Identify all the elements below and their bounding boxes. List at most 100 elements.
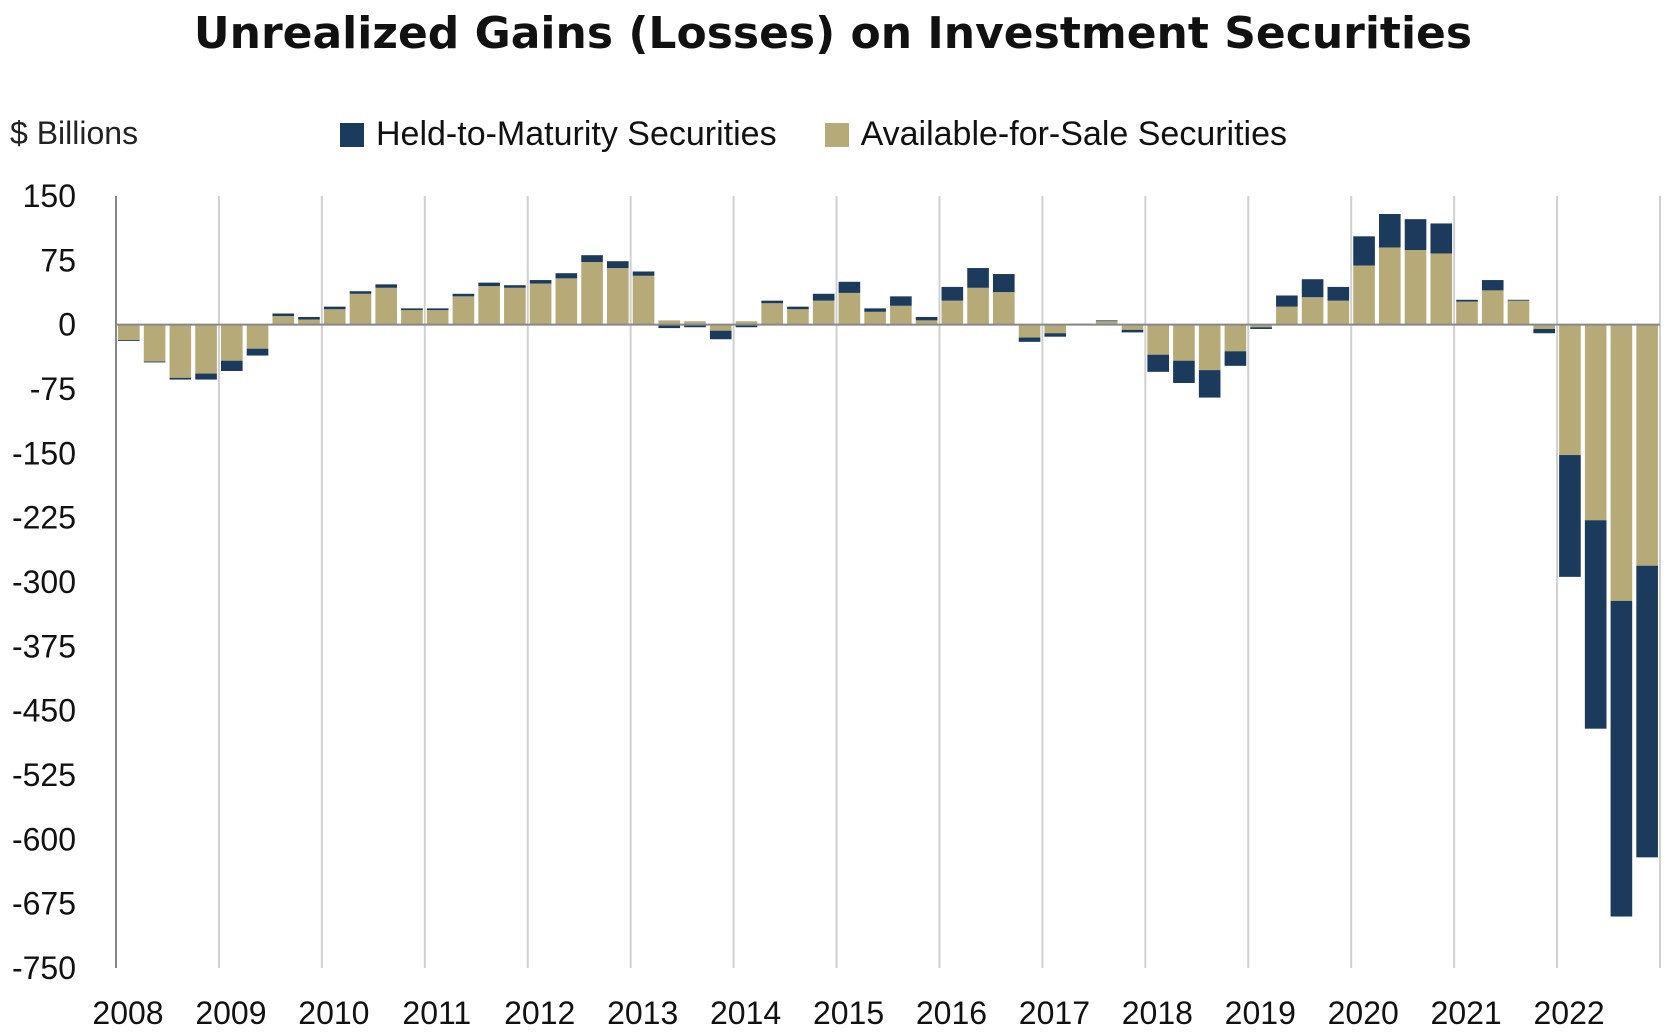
bar-htm — [1456, 299, 1478, 302]
x-tick-label: 2014 — [710, 995, 781, 1031]
bar-htm — [709, 330, 732, 340]
bar-afs — [838, 292, 861, 325]
bar-afs — [349, 293, 372, 325]
x-tick-label: 2009 — [195, 995, 266, 1031]
bar-htm — [1276, 295, 1298, 307]
bar-afs — [1610, 324, 1633, 601]
bar-afs — [298, 319, 320, 325]
x-tick-label: 2008 — [92, 995, 163, 1031]
bar-afs — [1404, 250, 1427, 325]
bar-htm — [1533, 328, 1556, 334]
bar-afs — [812, 300, 835, 325]
bar-afs — [1327, 300, 1350, 325]
bar-afs — [323, 309, 346, 325]
bar-htm — [1378, 214, 1401, 248]
bar-afs — [1301, 297, 1324, 325]
bar-afs — [632, 275, 655, 325]
bar-afs — [401, 310, 423, 325]
y-tick-label: -75 — [30, 371, 76, 407]
legend-swatch-htm — [340, 122, 364, 147]
bar-htm — [1224, 351, 1247, 366]
bar-afs — [864, 311, 886, 325]
bar-afs — [684, 321, 706, 325]
bar-htm — [169, 377, 192, 380]
bar-afs — [1636, 324, 1658, 566]
legend-item-afs: Available-for-Sale Securities — [824, 115, 1288, 154]
bar-htm — [323, 306, 346, 310]
bar-htm — [632, 271, 655, 276]
bar-afs — [220, 324, 243, 361]
bar-afs — [478, 286, 500, 325]
bar-afs — [1481, 290, 1504, 325]
bar-htm — [761, 300, 784, 304]
bar-htm — [1430, 223, 1453, 254]
bar-afs — [169, 324, 192, 378]
bar-htm — [812, 293, 835, 301]
bar-htm — [992, 274, 1015, 293]
legend-label-htm: Held-to-Maturity Securities — [376, 115, 777, 153]
x-tick-label: 2010 — [298, 995, 369, 1031]
bar-htm — [581, 255, 603, 263]
legend-swatch-afs — [824, 122, 849, 147]
bar-htm — [220, 360, 243, 371]
y-tick-label: -450 — [12, 693, 76, 729]
y-tick-label: 0 — [58, 307, 76, 343]
bar-afs — [1198, 324, 1221, 371]
bar-afs — [1173, 324, 1195, 361]
bar-afs — [529, 283, 552, 325]
bar-htm — [1636, 565, 1658, 858]
bar-afs — [426, 310, 449, 325]
legend-item-htm: Held-to-Maturity Securities — [340, 115, 777, 154]
bar-htm — [684, 324, 706, 328]
bar-htm — [195, 373, 217, 380]
y-tick-label: -525 — [12, 757, 76, 793]
bar-htm — [452, 293, 475, 297]
bar-afs — [555, 278, 578, 325]
bar-htm — [246, 348, 269, 356]
bar-afs — [1456, 301, 1478, 325]
legend-label-afs: Available-for-Sale Securities — [860, 115, 1288, 153]
bar-afs — [195, 324, 217, 374]
bar-htm — [658, 324, 681, 329]
bar-htm — [1559, 455, 1581, 577]
bar-htm — [1095, 320, 1118, 322]
y-tick-label: -300 — [12, 564, 76, 600]
bar-afs — [1533, 324, 1556, 329]
bar-afs — [1147, 324, 1170, 355]
bar-afs — [1018, 324, 1041, 338]
bar-htm — [1044, 333, 1067, 337]
x-tick-label: 2021 — [1431, 995, 1502, 1031]
bar-afs — [606, 268, 629, 325]
bar-afs — [709, 324, 732, 331]
x-tick-label: 2022 — [1533, 995, 1604, 1031]
bar-htm — [890, 296, 912, 306]
bar-afs — [1095, 321, 1118, 325]
bar-htm — [1147, 354, 1170, 372]
chart-legend: Held-to-Maturity Securities Available-fo… — [340, 115, 1335, 154]
bar-htm — [1198, 370, 1221, 398]
bar-htm — [529, 280, 552, 284]
x-tick-label: 2012 — [504, 995, 575, 1031]
bar-htm — [1481, 280, 1504, 291]
bar-afs — [1276, 306, 1298, 325]
bar-afs — [452, 296, 475, 325]
bar-htm — [272, 313, 295, 317]
bar-afs — [787, 309, 809, 325]
bar-afs — [1224, 324, 1247, 352]
bar-htm — [1584, 520, 1607, 729]
bar-htm — [1327, 286, 1350, 301]
x-tick-label: 2015 — [813, 995, 884, 1031]
bar-afs — [1250, 324, 1272, 328]
bar-afs — [143, 324, 166, 362]
bar-htm — [1353, 236, 1375, 266]
bar-htm — [1404, 219, 1427, 251]
y-tick-label: -750 — [12, 950, 76, 986]
bar-afs — [118, 324, 140, 341]
bar-htm — [864, 308, 886, 312]
bar-htm — [1301, 279, 1324, 298]
bar-afs — [1353, 265, 1375, 325]
bar-htm — [735, 324, 758, 328]
bar-afs — [375, 287, 398, 325]
bar-htm — [1250, 327, 1272, 329]
